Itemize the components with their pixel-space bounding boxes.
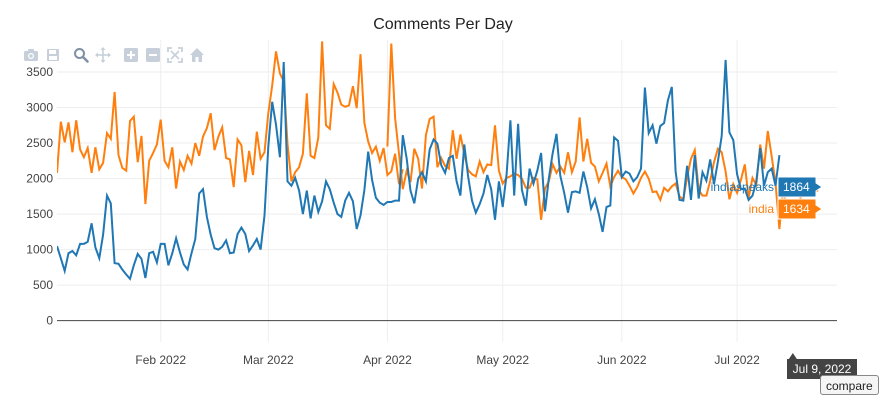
x-tick-label: Feb 2022 xyxy=(135,353,186,367)
hover-box xyxy=(777,176,823,198)
series-line-india-segment-2 xyxy=(386,43,819,230)
y-tick-label: 1500 xyxy=(26,207,53,221)
y-axis: 0 500 1000 1500 2000 2500 3000 3500 xyxy=(26,65,53,328)
autoscale-icon[interactable] xyxy=(164,45,186,65)
x-axis: Feb 2022 Mar 2022 Apr 2022 May 2022 Jun 2022… xyxy=(135,353,760,367)
series-lines xyxy=(57,41,819,281)
hover-labels: 1864 indiaspeaks 1634 india Jul 9, 2022 xyxy=(711,176,857,379)
y-tick-label: 0 xyxy=(46,314,53,328)
x-tick-label: May 2022 xyxy=(476,353,529,367)
compare-button[interactable]: compare xyxy=(820,375,879,395)
y-tick-label: 2500 xyxy=(26,136,53,150)
hover-box xyxy=(777,198,823,220)
zoom-in-icon[interactable] xyxy=(120,45,142,65)
modebar xyxy=(20,45,208,65)
zoom-out-icon[interactable] xyxy=(142,45,164,65)
hover-date-label: Jul 9, 2022 xyxy=(793,362,852,376)
series-line-india xyxy=(57,41,404,205)
pan-icon[interactable] xyxy=(92,45,114,65)
series-line-indiaspeaks xyxy=(57,59,781,281)
x-tick-label: Mar 2022 xyxy=(243,353,294,367)
save-icon[interactable] xyxy=(42,45,64,65)
y-tick-label: 1000 xyxy=(26,243,53,257)
hover-date-box xyxy=(787,353,857,379)
x-tick-label: Jul 2022 xyxy=(714,353,760,367)
x-tick-label: Apr 2022 xyxy=(363,353,412,367)
y-tick-label: 2000 xyxy=(26,172,53,186)
hover-series-name: indiaspeaks xyxy=(711,180,774,194)
x-tick-label: Jun 2022 xyxy=(597,353,647,367)
hover-value: 1634 xyxy=(783,202,810,216)
hover-value: 1864 xyxy=(783,180,810,194)
camera-icon[interactable] xyxy=(20,45,42,65)
y-tick-label: 3000 xyxy=(26,101,53,115)
y-tick-label: 500 xyxy=(33,278,53,292)
reset-axes-icon[interactable] xyxy=(186,45,208,65)
zoom-icon[interactable] xyxy=(70,45,92,65)
hover-series-name: india xyxy=(749,202,775,216)
chart-title: Comments Per Day xyxy=(373,16,513,33)
y-tick-label: 3500 xyxy=(26,65,53,79)
